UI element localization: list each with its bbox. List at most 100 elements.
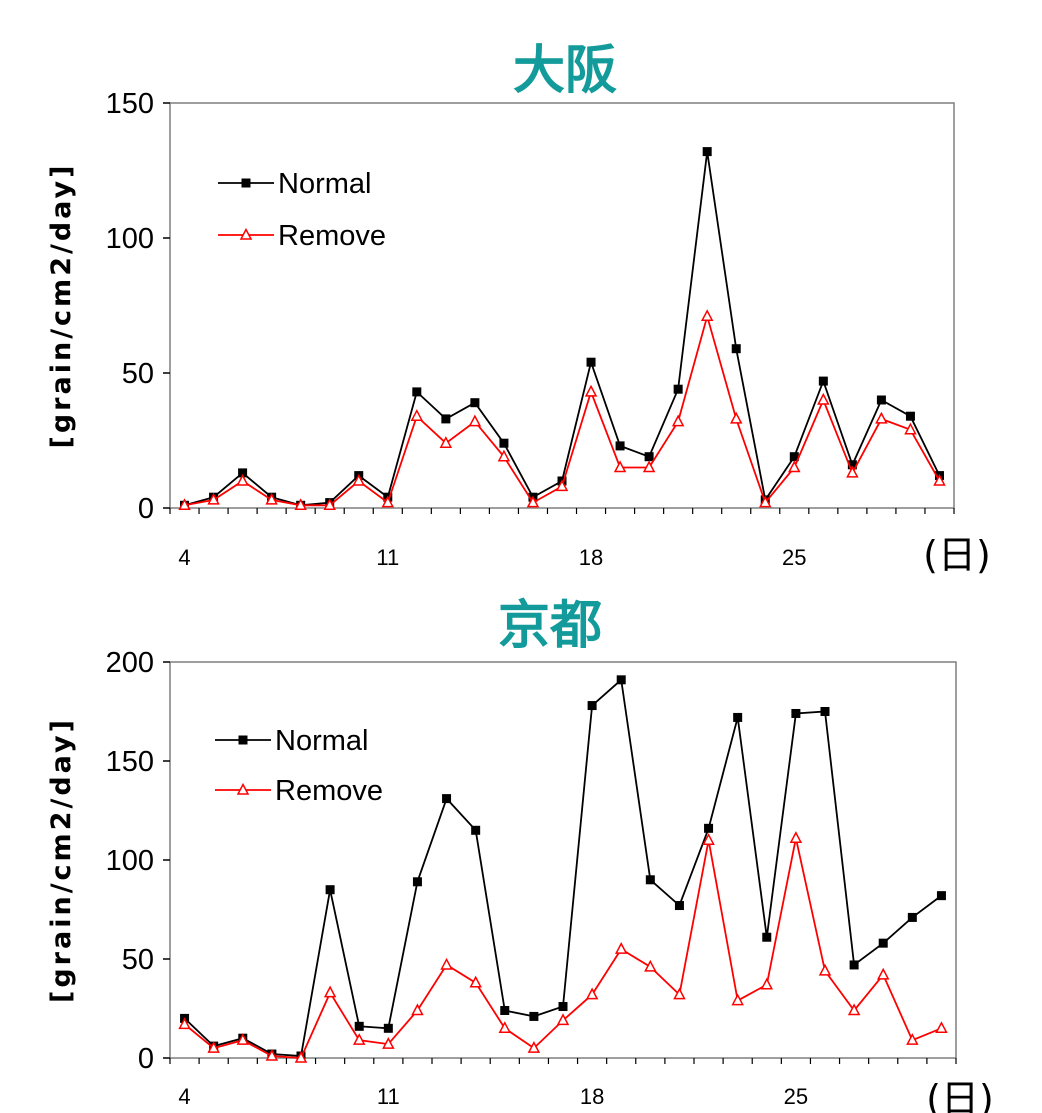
data-point	[236, 1033, 250, 1045]
data-point	[791, 708, 801, 718]
data-point	[383, 1023, 393, 1033]
x-axis-unit: (日)	[926, 1077, 994, 1113]
data-point	[642, 460, 656, 473]
legend-marker	[238, 735, 248, 745]
data-point	[849, 960, 859, 970]
legend-label: Normal	[275, 725, 368, 757]
data-point	[818, 376, 828, 386]
data-point	[936, 891, 946, 901]
data-point	[587, 701, 597, 711]
data-point	[759, 495, 772, 508]
data-point	[442, 794, 452, 804]
y-tick-label: 50	[122, 358, 154, 390]
data-point	[526, 495, 540, 508]
x-tick-label: 25	[784, 1084, 808, 1109]
series-remove	[178, 831, 948, 1063]
x-tick-label: 4	[178, 545, 190, 570]
data-point	[671, 414, 685, 427]
data-point	[905, 411, 915, 421]
legend-label: Remove	[278, 220, 386, 252]
data-point	[236, 473, 249, 486]
data-point	[411, 1003, 424, 1016]
y-tick-label: 0	[138, 493, 154, 525]
data-point	[935, 1021, 948, 1034]
data-point	[527, 1040, 541, 1053]
x-tick-label: 25	[782, 545, 806, 570]
data-point	[789, 831, 803, 843]
data-point	[847, 1003, 861, 1016]
data-point	[468, 414, 482, 427]
series-normal	[180, 147, 944, 510]
data-point	[729, 411, 743, 424]
data-point	[875, 411, 888, 424]
data-point	[614, 941, 628, 954]
data-point	[731, 344, 741, 354]
data-point	[265, 1048, 279, 1061]
y-tick-label: 100	[106, 223, 154, 255]
data-point	[615, 441, 625, 451]
x-axis-unit: (日)	[923, 533, 991, 577]
data-point	[645, 875, 655, 885]
data-point	[933, 473, 946, 486]
x-tick-label: 18	[580, 1084, 604, 1109]
data-point	[294, 1050, 308, 1063]
data-point	[847, 460, 857, 470]
data-point	[673, 987, 686, 1000]
data-point	[556, 1013, 570, 1026]
data-point	[498, 1021, 512, 1034]
x-tick-label: 4	[178, 1084, 190, 1109]
data-point	[499, 438, 509, 448]
y-tick-label: 50	[122, 944, 154, 976]
data-point	[876, 967, 890, 980]
data-point	[818, 963, 832, 976]
data-point	[585, 987, 599, 1000]
data-point	[323, 498, 336, 511]
data-point	[500, 1005, 510, 1015]
chart-title: 京都	[498, 596, 602, 656]
plot-area	[169, 102, 955, 509]
data-point	[907, 912, 917, 922]
data-point	[265, 492, 278, 505]
data-point	[497, 449, 511, 462]
chart-2: 京都 0 50 100 150 200 4 11 18 25 (日) [grain/cm2/day] N…	[46, 596, 994, 1113]
legend-label: Normal	[278, 168, 371, 200]
data-point	[820, 707, 830, 716]
x-tick-label: 18	[579, 545, 603, 570]
data-point	[674, 901, 684, 911]
data-point	[412, 877, 422, 887]
data-point	[876, 395, 886, 405]
legend-marker	[236, 782, 250, 795]
legend-marker	[239, 227, 253, 240]
y-tick-label: 0	[138, 1043, 154, 1075]
data-point	[906, 1033, 919, 1045]
chart-title: 大阪	[513, 41, 617, 101]
data-point	[817, 392, 830, 405]
data-point	[555, 479, 569, 492]
y-tick-label: 200	[106, 647, 154, 679]
data-point	[702, 833, 715, 845]
data-point	[613, 460, 627, 473]
data-point	[616, 675, 626, 685]
data-point	[323, 985, 337, 998]
data-point	[382, 1037, 395, 1049]
data-point	[178, 1017, 191, 1030]
data-point	[700, 309, 714, 322]
data-point	[470, 398, 480, 408]
data-point	[644, 959, 657, 972]
data-point	[904, 422, 917, 435]
y-axis-label: [grain/cm2/day]	[46, 717, 77, 1003]
data-point	[439, 436, 453, 448]
data-point	[178, 498, 191, 511]
data-point	[846, 465, 859, 478]
data-point	[731, 993, 744, 1006]
legend-label: Remove	[275, 775, 383, 807]
x-tick-label: 11	[376, 545, 399, 570]
data-point	[762, 932, 772, 942]
data-point	[673, 384, 683, 394]
chart-1: 大阪 0 50 100 150 4 11 18 25 (日) [grain/cm2/day] Norm…	[46, 41, 991, 577]
y-tick-label: 100	[106, 845, 154, 877]
data-point	[207, 1040, 220, 1053]
data-point	[354, 1021, 364, 1031]
y-axis-label: [grain/cm2/day]	[46, 163, 77, 449]
legend: Normal Remove	[218, 168, 386, 252]
